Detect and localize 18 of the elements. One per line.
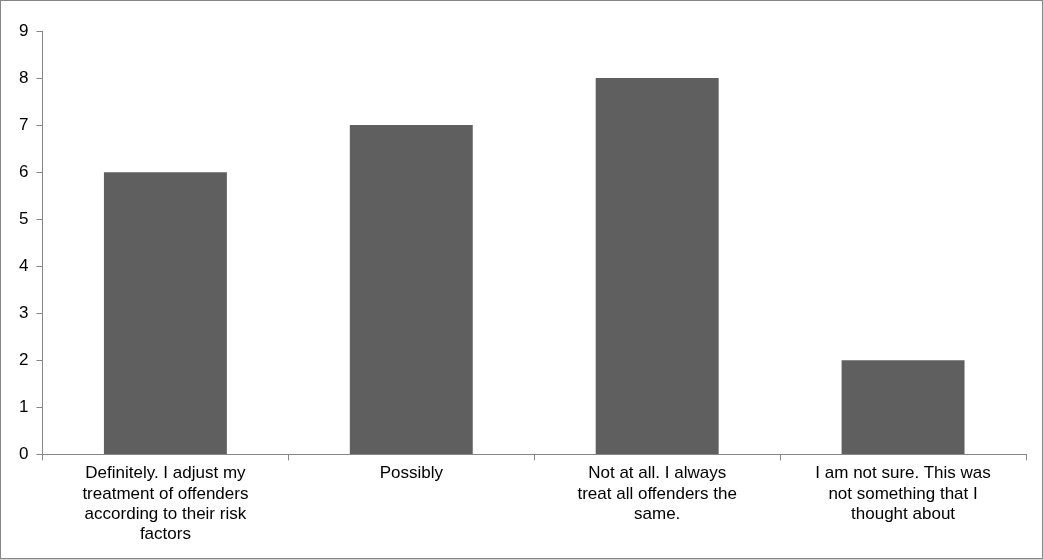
bar — [349, 125, 473, 454]
bar — [595, 78, 719, 454]
y-tick-label: 1 — [18, 397, 29, 417]
bar — [103, 172, 227, 454]
y-tick-label: 4 — [18, 255, 29, 275]
x-tick-label: Possibly — [379, 463, 444, 483]
y-tick-label: 2 — [18, 350, 29, 369]
x-tick-label: Definitely. I adjust my treatment of offenders according to their risk factors — [82, 463, 249, 544]
y-tick-label: 5 — [18, 208, 29, 228]
bar — [841, 360, 965, 454]
x-tick-label: Not at all. I always treat all offenders the same. — [577, 463, 737, 524]
y-tick-label: 6 — [18, 161, 29, 181]
y-tick-label: 8 — [18, 67, 29, 87]
y-tick-label: 9 — [18, 20, 29, 40]
y-tick-label: 3 — [18, 302, 29, 322]
y-tick-label: 7 — [18, 114, 29, 134]
x-tick-label: I am not sure. This was not something that I thought about — [815, 463, 991, 524]
y-tick-label: 0 — [18, 444, 29, 464]
